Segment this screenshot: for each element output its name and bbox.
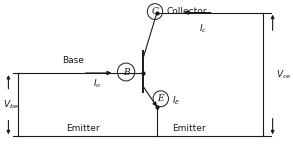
Text: Base: Base — [62, 56, 84, 65]
Text: $I_o$: $I_o$ — [93, 78, 101, 90]
Text: B: B — [123, 68, 130, 77]
Text: Emitter: Emitter — [66, 124, 100, 133]
Text: $I_c$: $I_c$ — [199, 22, 207, 35]
Text: C: C — [151, 7, 159, 16]
Text: $V_{ce}$: $V_{ce}$ — [275, 68, 291, 81]
Text: Emitter: Emitter — [172, 124, 206, 133]
Text: E: E — [157, 94, 164, 103]
Text: Collector: Collector — [166, 7, 207, 16]
Text: $V_{be}$: $V_{be}$ — [3, 98, 18, 111]
Text: $I_E$: $I_E$ — [172, 95, 181, 107]
